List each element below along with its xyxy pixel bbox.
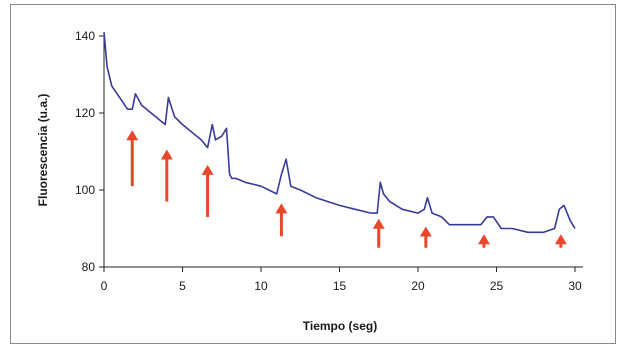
x-axis-title: Tiempo (seg) — [303, 319, 377, 333]
x-tick-label-25: 25 — [490, 279, 504, 293]
x-tick-label-30: 30 — [568, 279, 582, 293]
label-layer: 0 5 10 15 20 25 30 80 100 120 140 — [75, 29, 582, 293]
x-tick-label-15: 15 — [333, 279, 347, 293]
stimulus-arrow-head-3 — [201, 164, 214, 175]
series-layer — [103, 32, 576, 234]
y-tick-label-100: 100 — [75, 183, 95, 197]
chart-frame — [10, 4, 616, 344]
stimulus-arrow-head-6 — [419, 226, 432, 237]
stimulus-arrow-head-8 — [554, 234, 567, 245]
series-line-0 — [103, 32, 576, 234]
arrow-layer — [126, 130, 567, 248]
x-tick-label-10: 10 — [254, 279, 268, 293]
x-tick-label-20: 20 — [411, 279, 425, 293]
x-tick-label-5: 5 — [179, 279, 186, 293]
stimulus-arrow-head-7 — [477, 234, 490, 245]
stimulus-arrow-head-2 — [160, 149, 173, 160]
y-axis-title: Fluorescencia (u.a.) — [36, 94, 50, 207]
y-tick-label-80: 80 — [82, 260, 96, 274]
stimulus-arrow-head-1 — [126, 130, 139, 141]
x-tick-label-0: 0 — [101, 279, 108, 293]
stimulus-arrow-head-5 — [372, 218, 385, 229]
y-tick-label-120: 120 — [75, 106, 95, 120]
axes — [99, 35, 583, 272]
y-tick-label-140: 140 — [75, 29, 95, 43]
stimulus-arrow-head-4 — [275, 203, 288, 214]
